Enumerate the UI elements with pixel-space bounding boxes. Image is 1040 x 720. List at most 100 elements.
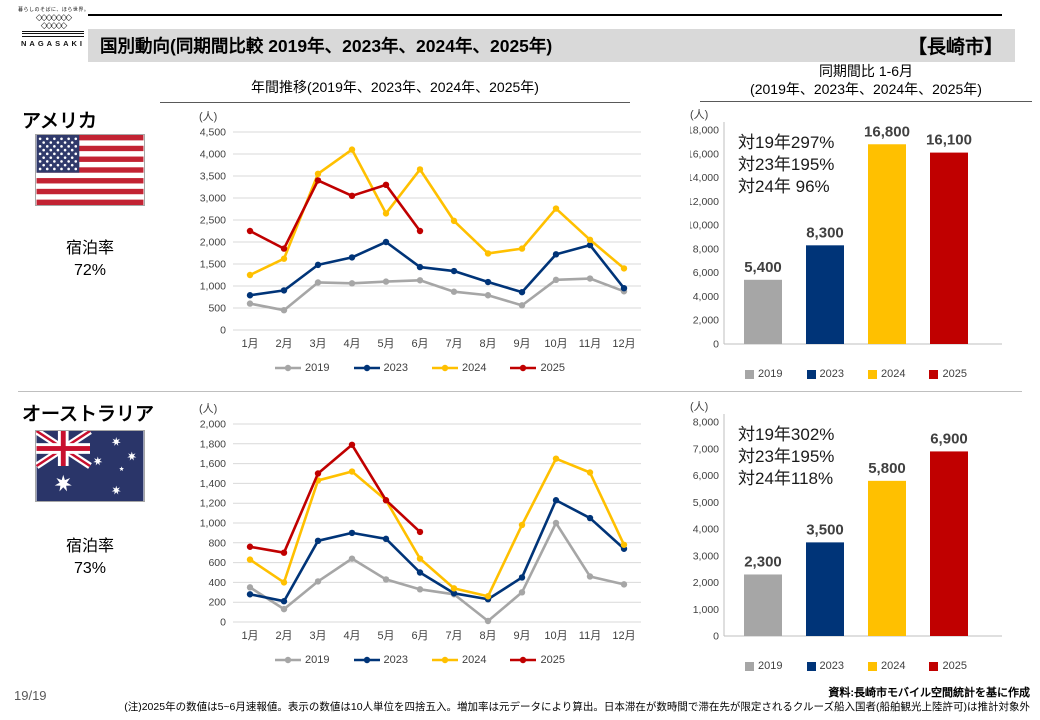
svg-text:2月: 2月 [275,630,292,642]
svg-text:16,100: 16,100 [926,132,972,149]
legend-item: 2023 [353,654,408,666]
svg-text:600: 600 [208,557,226,569]
svg-text:5月: 5月 [377,630,394,642]
svg-text:4月: 4月 [343,630,360,642]
svg-text:3,000: 3,000 [693,550,719,562]
svg-text:6,000: 6,000 [693,267,719,279]
footnote: (注)2025年の数値は5~6月速報値。表示の数値は10人単位を四捨五入。増加率… [124,701,1030,713]
svg-text:6月: 6月 [411,338,428,350]
stay-rate-value: 72% [73,262,107,280]
line-chart-legend: 2019 2023 2024 2025 [185,654,655,666]
header-rule [88,14,1002,16]
logo-name: NAGASAKI [20,38,85,48]
svg-text:2月: 2月 [275,338,292,350]
svg-text:3,500: 3,500 [200,171,226,183]
svg-text:0: 0 [220,325,226,337]
svg-text:1,400: 1,400 [200,478,226,490]
svg-text:3月: 3月 [309,630,326,642]
comparison-ratios: 対19年302% 対23年195% 対24年118% [738,425,835,489]
legend-item: 2024 [432,362,486,374]
svg-text:6,000: 6,000 [693,470,719,482]
svg-text:6,900: 6,900 [930,430,968,447]
australia-flag-icon [35,430,145,502]
legend-item: 2024 [868,660,905,672]
country-label-usa: アメリカ [22,111,98,132]
svg-text:9月: 9月 [513,630,530,642]
svg-text:8,000: 8,000 [693,243,719,255]
svg-text:10月: 10月 [544,630,567,642]
svg-text:400: 400 [208,577,226,589]
svg-text:4,500: 4,500 [200,127,226,139]
svg-text:200: 200 [208,597,226,609]
svg-text:1,600: 1,600 [200,458,226,470]
country-label-australia: オーストラリア [22,404,155,425]
svg-text:16,000: 16,000 [690,148,719,160]
svg-text:2,300: 2,300 [744,553,782,570]
title-bar: 国別動向(同期間比較 2019年、2023年、2024年、2025年) 【長崎市… [88,29,1015,62]
logo-tagline: 暮らしのそばに、ほら世界。 [18,7,90,13]
legend-item: 2019 [275,362,330,374]
legend-item: 2025 [929,660,967,672]
bar-column-header-line1: 同期間比 1-6月 [818,63,914,79]
legend-item: 2023 [806,368,844,380]
region-label: 【長崎市】 [907,37,1003,58]
svg-text:6月: 6月 [411,630,428,642]
legend-item: 2025 [510,362,565,374]
bar-column-header-line2: (2019年、2023年、2024年、2025年) [750,80,982,97]
stay-rate-usa: 宿泊率 72% [28,238,152,283]
svg-text:1月: 1月 [241,338,258,350]
svg-text:14,000: 14,000 [690,172,719,184]
svg-text:(人): (人) [199,402,217,415]
svg-text:1月: 1月 [241,630,258,642]
comparison-ratios: 対19年297% 対23年195% 対24年 96% [738,133,835,197]
svg-text:500: 500 [208,303,226,315]
legend-item: 2025 [929,368,967,380]
stay-rate-label: 宿泊率 [65,538,114,555]
legend-item: 2019 [745,660,783,672]
legend-item: 2023 [806,660,844,672]
row-divider [18,391,1022,392]
page-number: 19/19 [14,688,47,703]
svg-text:12月: 12月 [612,338,635,350]
svg-text:7月: 7月 [445,630,462,642]
svg-text:0: 0 [713,631,719,643]
usa-period-bar-chart: (人) 0 2,000 4,000 6,000 8,000 10,000 12,000 14,0… [687,106,1022,382]
svg-text:7,000: 7,000 [693,443,719,455]
svg-text:4,000: 4,000 [200,149,226,161]
bar-chart-legend: 2019 2023 2024 2025 [690,660,1022,672]
svg-text:4,000: 4,000 [693,524,719,536]
legend-item: 2023 [353,362,408,374]
svg-text:3月: 3月 [309,338,326,350]
svg-text:5,000: 5,000 [693,497,719,509]
svg-text:7月: 7月 [445,338,462,350]
svg-text:2,000: 2,000 [200,419,226,431]
svg-text:2,000: 2,000 [693,577,719,589]
legend-item: 2024 [868,368,905,380]
svg-text:1,000: 1,000 [693,604,719,616]
legend-item: 2019 [275,654,330,666]
svg-text:1,500: 1,500 [200,259,226,271]
logo-pattern-icon: ◇◇◇◇◇◇◇ ◇◇◇◇◇ [35,12,72,30]
svg-text:1,000: 1,000 [200,518,226,530]
bar-chart-legend: 2019 2023 2024 2025 [690,368,1022,380]
svg-text:8,300: 8,300 [806,224,844,241]
svg-text:18,000: 18,000 [690,125,719,137]
bar-column-header: 同期間比 1-6月 (2019年、2023年、2024年、2025年) [700,63,1032,102]
svg-text:(人): (人) [199,110,217,123]
stay-rate-label: 宿泊率 [65,240,114,257]
svg-text:2,000: 2,000 [200,237,226,249]
line-chart-legend: 2019 2023 2024 2025 [185,362,655,374]
stay-rate-australia: 宿泊率 73% [28,536,152,581]
svg-text:3,000: 3,000 [200,193,226,205]
legend-item: 2019 [745,368,783,380]
svg-text:4月: 4月 [343,338,360,350]
svg-text:8月: 8月 [479,630,496,642]
line-column-header: 年間推移(2019年、2023年、2024年、2025年) [160,77,630,103]
svg-text:12月: 12月 [612,630,635,642]
svg-text:5,800: 5,800 [868,460,906,477]
logo-lines [18,30,88,37]
source-credit: 資料:長崎市モバイル空間統計を基に作成 [828,687,1030,699]
svg-text:(人): (人) [690,108,708,121]
svg-text:10月: 10月 [544,338,567,350]
svg-text:5月: 5月 [377,338,394,350]
